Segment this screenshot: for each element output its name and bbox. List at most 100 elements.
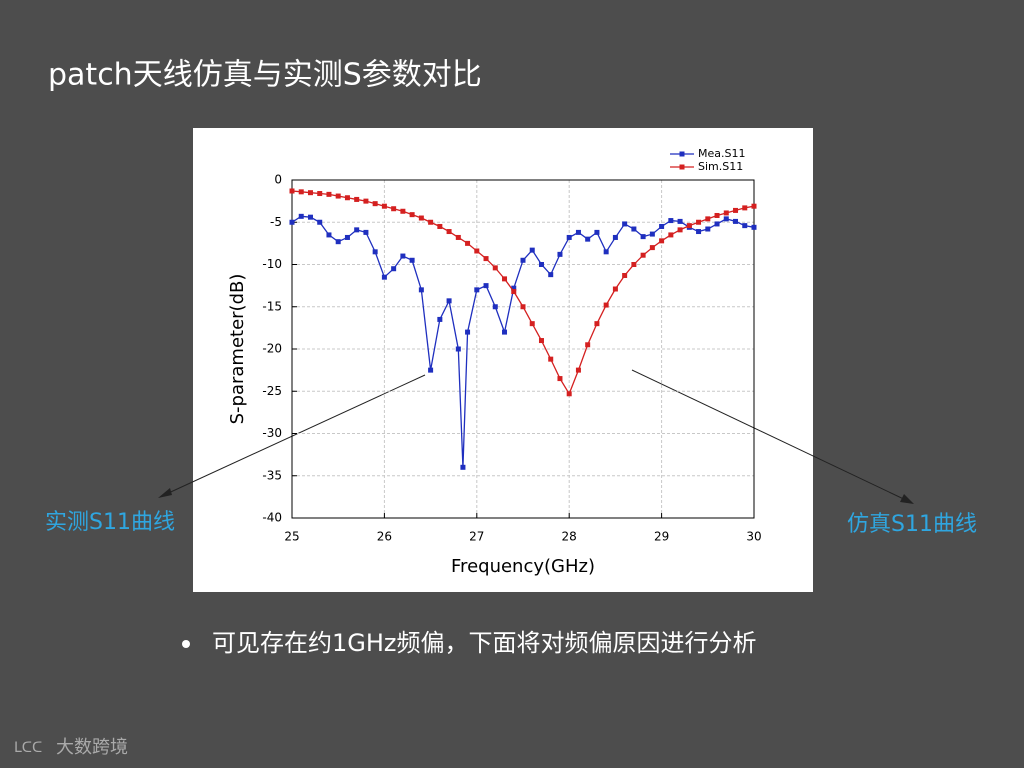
data-point <box>492 304 498 310</box>
data-point <box>381 274 387 280</box>
data-point <box>668 218 674 224</box>
data-point <box>751 224 757 230</box>
data-point <box>520 304 526 310</box>
data-point <box>548 356 554 362</box>
data-point <box>289 188 295 194</box>
series-line <box>291 215 755 468</box>
data-point <box>326 191 332 197</box>
data-point <box>612 286 618 292</box>
arrow <box>161 374 426 497</box>
data-point <box>335 193 341 199</box>
data-point <box>557 376 563 382</box>
data-point <box>372 249 378 255</box>
x-tick-label: 30 <box>746 530 761 544</box>
data-point <box>465 329 471 335</box>
data-point <box>446 298 452 304</box>
data-point <box>594 229 600 235</box>
data-point <box>381 203 387 209</box>
data-point <box>455 346 461 352</box>
x-tick-label: 29 <box>654 530 669 544</box>
x-tick-label: 25 <box>284 530 299 544</box>
data-point <box>575 367 581 373</box>
data-point <box>566 391 572 397</box>
data-point <box>659 238 665 244</box>
data-point <box>696 229 702 235</box>
arrow-head <box>158 488 172 498</box>
arrow <box>631 369 911 503</box>
data-point <box>483 283 489 289</box>
data-point <box>585 236 591 242</box>
data-point <box>400 208 406 214</box>
data-point <box>594 321 600 327</box>
data-point <box>742 223 748 229</box>
logo-icon: ᒪᑕᑕ <box>14 740 42 756</box>
data-point <box>705 216 711 222</box>
y-tick-label: 0 <box>274 173 282 187</box>
data-point <box>326 232 332 238</box>
data-point <box>631 262 637 267</box>
data-point <box>317 219 323 225</box>
data-point <box>307 190 313 196</box>
data-point <box>465 240 471 246</box>
y-tick-label: -10 <box>262 257 282 271</box>
data-point <box>511 289 517 295</box>
data-point <box>418 287 424 293</box>
data-point <box>409 212 415 218</box>
data-point <box>538 262 544 267</box>
data-point <box>354 196 360 202</box>
data-point <box>575 229 581 235</box>
annotation: 仿真S11曲线 <box>847 512 977 537</box>
data-point <box>714 221 720 227</box>
data-point <box>372 201 378 207</box>
data-point <box>733 218 739 224</box>
data-point <box>344 195 350 201</box>
x-tick-label: 26 <box>377 530 392 544</box>
data-point <box>733 207 739 213</box>
arrow-head <box>900 494 914 504</box>
data-point <box>298 189 304 195</box>
data-point <box>446 229 452 235</box>
data-point <box>511 285 517 291</box>
data-point <box>751 203 757 209</box>
data-point <box>659 223 665 229</box>
data-point <box>400 253 406 259</box>
data-point <box>474 248 480 254</box>
data-point <box>437 223 443 229</box>
data-point <box>723 210 729 216</box>
legend-marker <box>679 151 685 157</box>
data-point <box>603 302 609 308</box>
annotation: 实测S11曲线 <box>45 510 175 535</box>
plot-frame <box>291 179 755 519</box>
y-tick-label: -15 <box>262 299 282 313</box>
data-point <box>612 234 618 240</box>
legend-marker <box>679 164 685 170</box>
legend-label: Mea.S11 <box>698 147 745 160</box>
data-point <box>566 234 572 240</box>
data-point <box>483 256 489 262</box>
data-point <box>705 226 711 232</box>
slide-title: patch天线仿真与实测S参数对比 <box>48 58 482 93</box>
data-point <box>649 245 655 251</box>
x-tick-label: 27 <box>469 530 484 544</box>
data-point <box>307 214 313 220</box>
data-point <box>474 287 480 293</box>
data-point <box>585 342 591 348</box>
data-point <box>538 338 544 344</box>
x-tick-label: 28 <box>562 530 577 544</box>
data-point <box>529 321 535 327</box>
data-point <box>742 205 748 211</box>
data-point <box>363 229 369 235</box>
data-point <box>649 231 655 237</box>
data-point <box>391 206 397 212</box>
data-point <box>298 213 304 219</box>
y-tick-label: -35 <box>262 468 282 482</box>
data-point <box>640 252 646 258</box>
data-point <box>723 216 729 222</box>
data-point <box>668 232 674 238</box>
data-point <box>622 272 628 278</box>
data-point <box>460 464 466 470</box>
data-point <box>529 247 535 253</box>
data-point <box>428 367 434 373</box>
x-axis-label: Frequency(GHz) <box>451 556 595 577</box>
